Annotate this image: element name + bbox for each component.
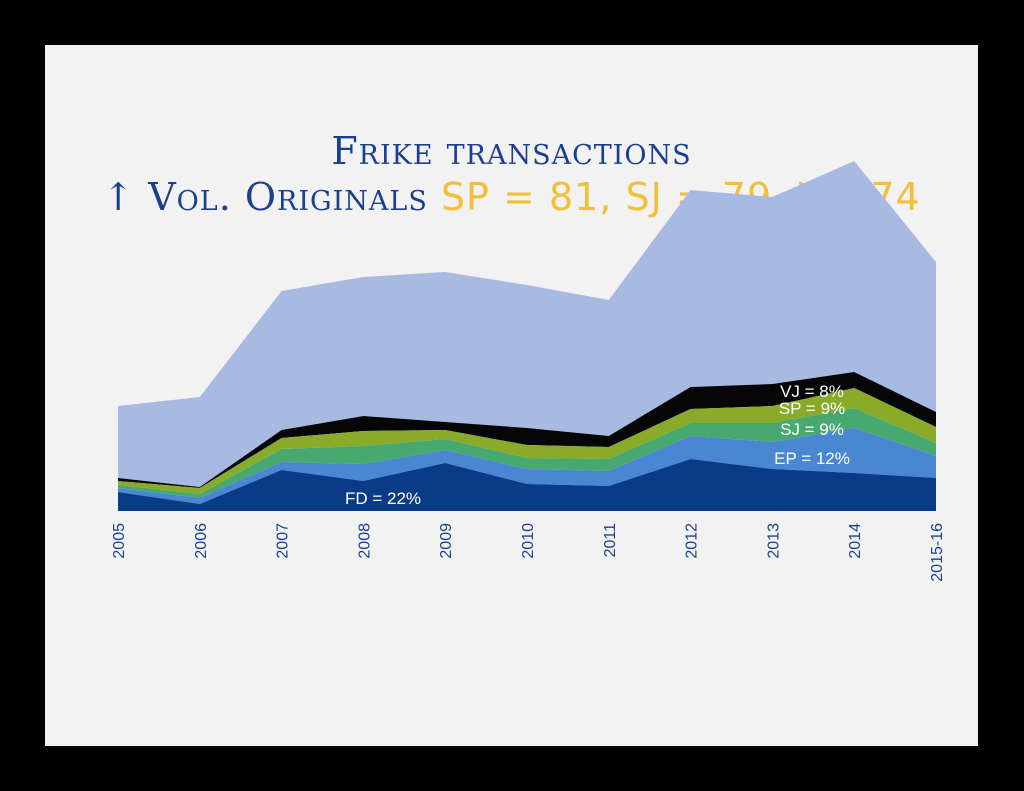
x-tick-label: 2011 [602,523,619,558]
area-sj [118,408,936,498]
area-total [118,161,936,487]
title-line-1: Frike transactions [331,129,692,173]
series-label-fd: FD = 22% [345,489,421,508]
x-axis-ticks: 2005 2006 2007 2008 2009 2010 2011 2012 2013 2014… [111,523,946,582]
series-label-sj: SJ = 9% [780,420,844,439]
x-tick-label: 2012 [684,523,701,559]
series-label-ep: EP = 12% [774,449,850,468]
x-tick-label: 2010 [520,523,537,559]
series-labels: FD = 22% EP = 12% SJ = 9% SP = 9%VJ = 8% [345,382,850,508]
x-tick-label: 2009 [438,523,455,559]
area-vj [118,372,936,488]
area-fd [118,459,936,511]
series-label-sp: SP = 9% [779,399,845,418]
x-tick-label: 2006 [193,523,210,559]
series-label-vj: VJ = 8% [780,382,844,401]
x-tick-label: 2013 [765,523,782,559]
x-tick-label: 2005 [111,523,128,559]
title-line-2-prefix: ↑ Vol. Originals [102,175,441,219]
x-tick-label: 2007 [275,523,292,559]
area-ep [118,428,936,504]
x-tick-label: 2008 [356,523,373,559]
x-tick-label: 2014 [847,523,864,559]
area-layers [118,161,936,511]
x-tick-label: 2015-16 [929,523,946,582]
area-sp [118,388,936,494]
